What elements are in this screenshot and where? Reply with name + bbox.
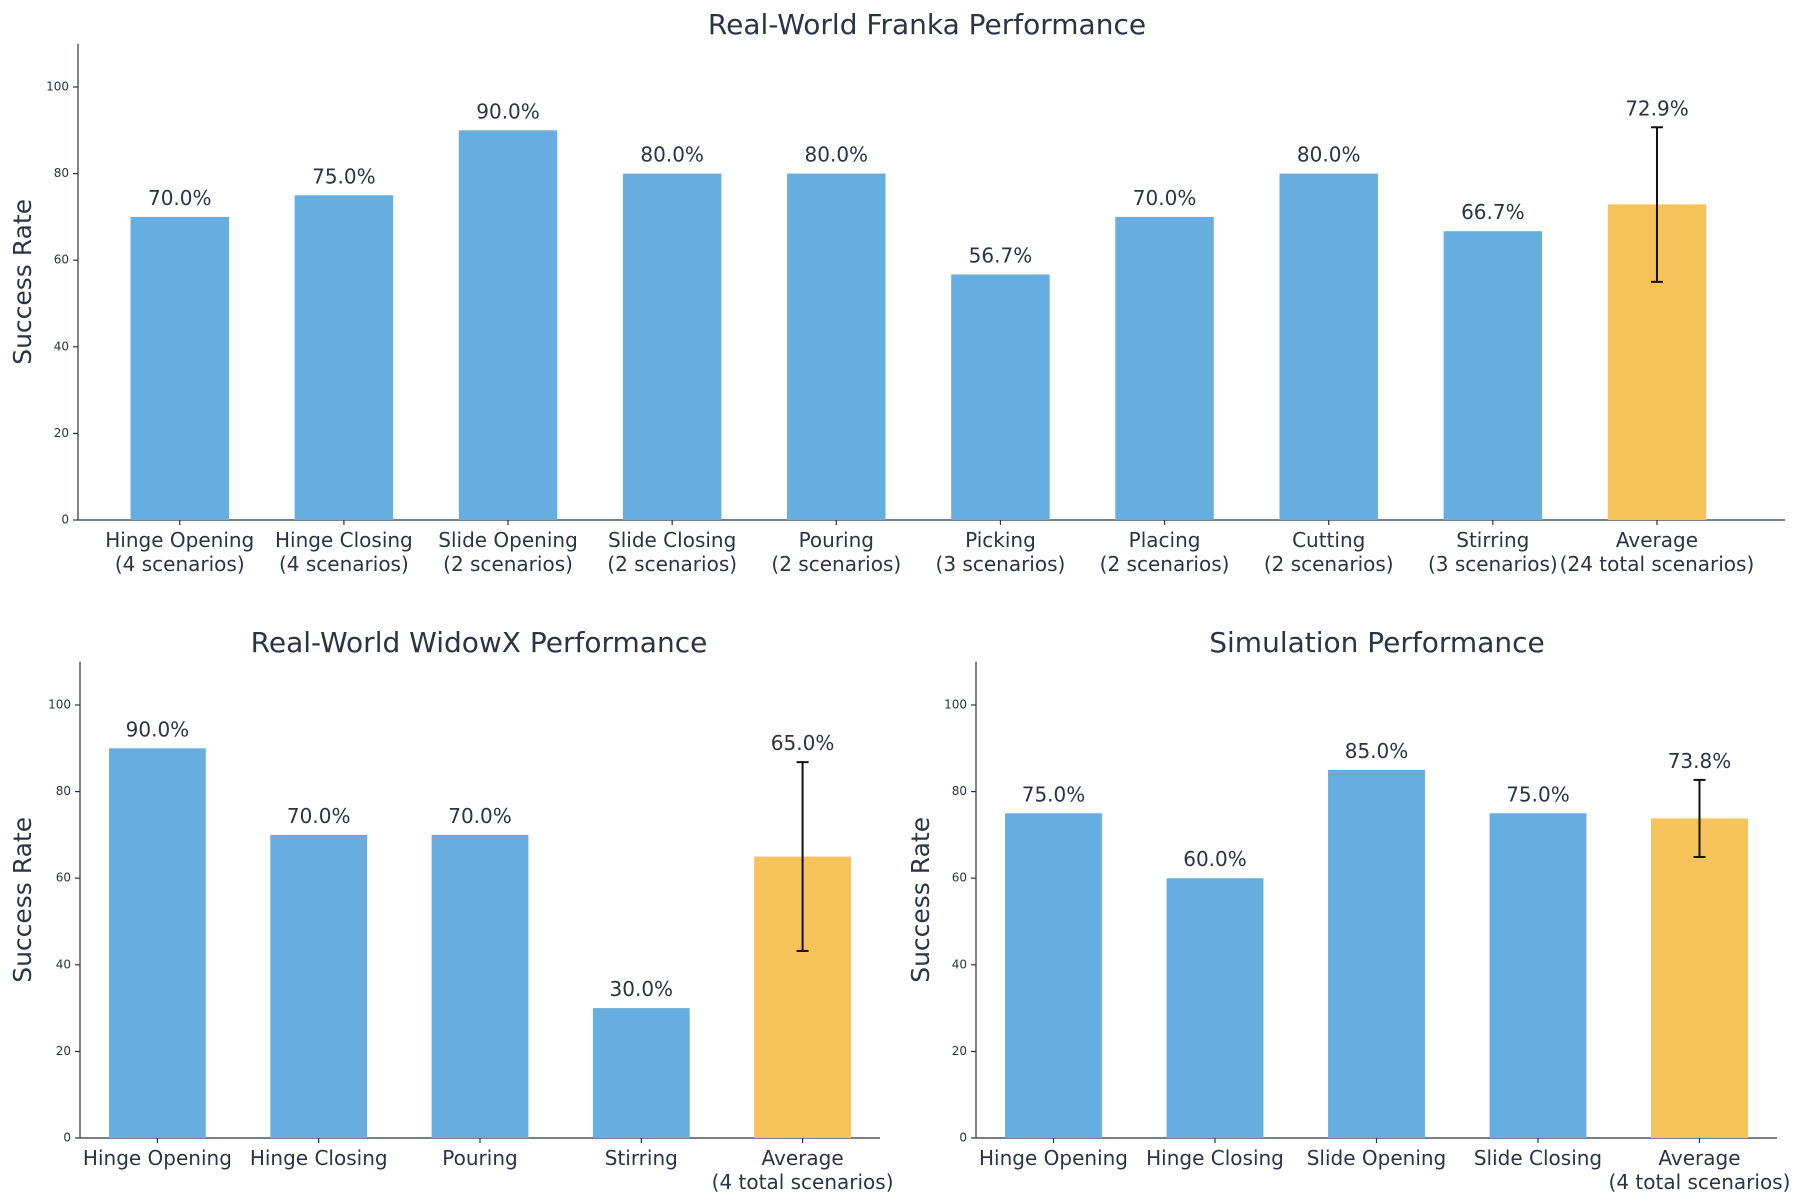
x-tick-label: Pouring: [442, 1146, 517, 1170]
x-tick-label: Slide Closing: [1474, 1146, 1602, 1170]
bar-placing: [1115, 216, 1214, 520]
bar-slide-closing: [1489, 813, 1587, 1138]
x-tick-label: Slide Opening: [1307, 1146, 1447, 1170]
x-tick-label: Hinge Opening: [105, 528, 254, 552]
data-label: 90.0%: [476, 99, 540, 123]
y-tick-label: 40: [952, 957, 967, 971]
bar-stirring: [1443, 231, 1543, 520]
x-tick-label: Average: [1658, 1146, 1740, 1170]
x-tick-label: (2 scenarios): [1100, 552, 1230, 576]
bar-hinge-closing: [294, 195, 394, 520]
chart-2: Simulation Performance Success Rate 0 20 40 6…: [906, 626, 1790, 1194]
x-tick-label: (2 scenarios): [1264, 552, 1394, 576]
x-tick-label: Hinge Opening: [979, 1146, 1128, 1170]
x-tick-label: Picking: [965, 528, 1036, 552]
x-tick-label: (4 total scenarios): [712, 1170, 894, 1194]
data-label: 60.0%: [1183, 847, 1247, 871]
bar-hinge-closing: [270, 834, 368, 1138]
y-axis-label: Success Rate: [906, 817, 935, 983]
x-tick-label: (2 scenarios): [607, 552, 737, 576]
y-tick-label: 0: [61, 513, 69, 527]
x-tick-label: (4 scenarios): [279, 552, 409, 576]
x-tick-label: Hinge Opening: [83, 1146, 232, 1170]
chart-title: Real-World Franka Performance: [708, 8, 1146, 41]
y-tick-label: 100: [46, 80, 69, 94]
x-tick-label: (3 scenarios): [1428, 552, 1558, 576]
x-tick-label: Slide Opening: [438, 528, 578, 552]
data-label: 70.0%: [448, 804, 512, 828]
data-label: 65.0%: [771, 731, 835, 755]
x-tick-label: Pouring: [799, 528, 874, 552]
data-label: 80.0%: [1297, 143, 1361, 167]
data-label: 66.7%: [1461, 200, 1525, 224]
y-tick-label: 0: [959, 1131, 967, 1145]
bar-stirring: [592, 1008, 690, 1138]
y-tick-label: 80: [56, 784, 71, 798]
data-label: 80.0%: [805, 143, 869, 167]
chart-title: Real-World WidowX Performance: [251, 626, 708, 659]
x-tick-label: Average: [1616, 528, 1698, 552]
y-axis-label: Success Rate: [8, 817, 37, 983]
bar-hinge-opening: [130, 216, 230, 520]
x-tick-label: Stirring: [605, 1146, 678, 1170]
bar-pouring: [431, 834, 529, 1138]
y-tick-label: 100: [944, 698, 967, 712]
y-tick-label: 20: [952, 1044, 967, 1058]
x-tick-label: (4 scenarios): [115, 552, 245, 576]
data-label: 73.8%: [1668, 749, 1732, 773]
x-tick-label: Cutting: [1292, 528, 1365, 552]
bar-average: [1651, 818, 1748, 1138]
bar-picking: [951, 274, 1050, 520]
y-tick-label: 60: [56, 871, 71, 885]
y-tick-label: 40: [54, 339, 69, 353]
data-label: 75.0%: [312, 164, 376, 188]
x-tick-label: Stirring: [1456, 528, 1529, 552]
chart-title: Simulation Performance: [1209, 626, 1544, 659]
data-label: 30.0%: [610, 977, 674, 1001]
data-label: 70.0%: [1133, 186, 1197, 210]
y-tick-label: 0: [63, 1131, 71, 1145]
data-label: 70.0%: [148, 186, 212, 210]
y-tick-label: 100: [48, 698, 71, 712]
x-tick-label: Average: [762, 1146, 844, 1170]
bar-slide-opening: [1328, 769, 1425, 1138]
chart-1: Real-World WidowX Performance Success Rat…: [8, 626, 894, 1194]
data-label: 70.0%: [287, 804, 351, 828]
y-tick-label: 80: [952, 784, 967, 798]
data-label: 85.0%: [1345, 739, 1409, 763]
x-tick-label: Placing: [1129, 528, 1201, 552]
x-tick-label: Slide Closing: [608, 528, 736, 552]
bar-cutting: [1279, 173, 1378, 520]
bar-hinge-closing: [1166, 878, 1264, 1138]
y-tick-label: 40: [56, 957, 71, 971]
x-tick-label: (2 scenarios): [771, 552, 901, 576]
data-label: 75.0%: [1506, 782, 1570, 806]
x-tick-label: Hinge Closing: [275, 528, 413, 552]
data-label: 75.0%: [1022, 782, 1086, 806]
data-label: 56.7%: [969, 243, 1033, 267]
chart-0: Real-World Franka Performance Success Rat…: [8, 8, 1785, 576]
x-tick-label: Hinge Closing: [250, 1146, 388, 1170]
bar-hinge-opening: [1005, 813, 1102, 1138]
y-tick-label: 60: [54, 253, 69, 267]
y-tick-label: 20: [54, 426, 69, 440]
data-label: 90.0%: [126, 717, 190, 741]
bar-slide-closing: [622, 173, 722, 520]
data-label: 72.9%: [1625, 96, 1689, 120]
bar-hinge-opening: [109, 748, 206, 1138]
y-tick-label: 60: [952, 871, 967, 885]
x-tick-label: (24 total scenarios): [1560, 552, 1755, 576]
x-tick-label: (2 scenarios): [443, 552, 573, 576]
x-tick-label: Hinge Closing: [1146, 1146, 1284, 1170]
x-tick-label: (3 scenarios): [936, 552, 1066, 576]
y-tick-label: 80: [54, 166, 69, 180]
y-tick-label: 20: [56, 1044, 71, 1058]
bar-pouring: [787, 173, 886, 520]
x-tick-label: (4 total scenarios): [1609, 1170, 1791, 1194]
bar-slide-opening: [458, 130, 558, 521]
y-axis-label: Success Rate: [8, 199, 37, 365]
data-label: 80.0%: [640, 143, 704, 167]
